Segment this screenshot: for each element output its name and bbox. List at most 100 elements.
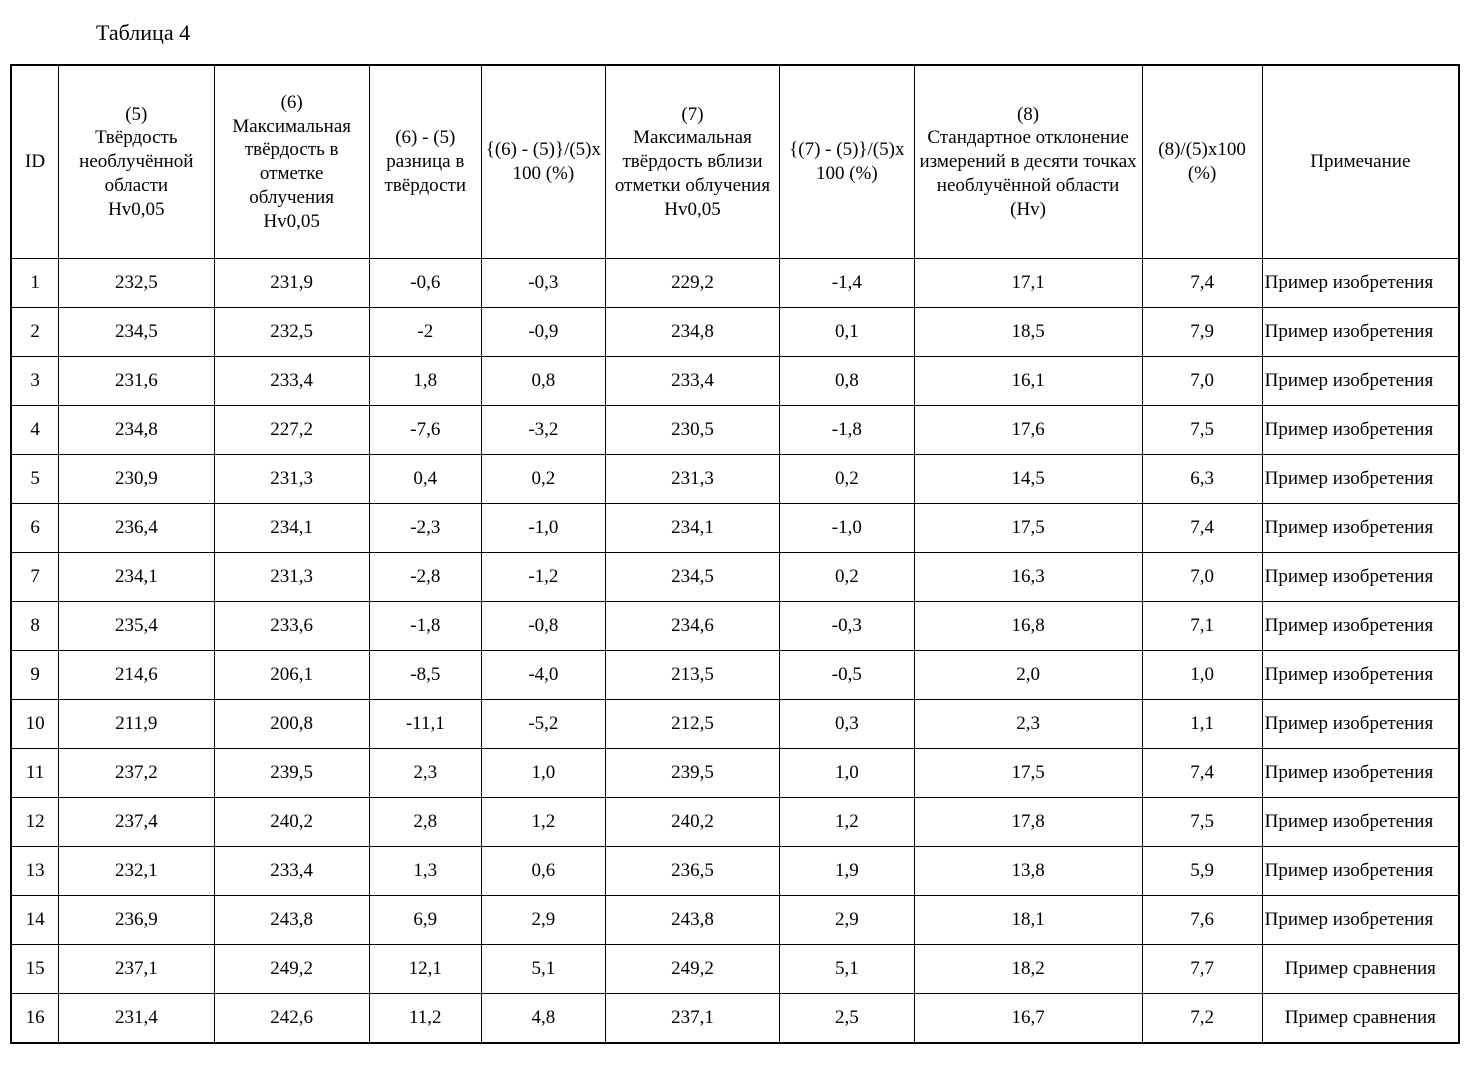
cell-pct3: 7,5 — [1142, 798, 1262, 847]
cell-c5: 231,6 — [59, 357, 214, 406]
cell-id: 1 — [11, 259, 59, 308]
cell-pct2: 0,3 — [780, 700, 915, 749]
cell-pct1: 4,8 — [481, 994, 605, 1044]
cell-c8: 18,5 — [914, 308, 1142, 357]
cell-c6: 231,9 — [214, 259, 369, 308]
cell-note: Пример изобретения — [1262, 553, 1459, 602]
cell-diff: -8,5 — [369, 651, 481, 700]
cell-diff: 6,9 — [369, 896, 481, 945]
cell-pct3: 7,1 — [1142, 602, 1262, 651]
cell-c7: 249,2 — [606, 945, 780, 994]
cell-pct3: 7,4 — [1142, 504, 1262, 553]
cell-id: 9 — [11, 651, 59, 700]
cell-pct1: -3,2 — [481, 406, 605, 455]
table-row: 16231,4242,611,24,8237,12,516,77,2Пример… — [11, 994, 1459, 1044]
cell-c5: 234,5 — [59, 308, 214, 357]
table-row: 9214,6206,1-8,5-4,0213,5-0,52,01,0Пример… — [11, 651, 1459, 700]
cell-c6: 233,4 — [214, 847, 369, 896]
cell-c8: 2,3 — [914, 700, 1142, 749]
cell-id: 13 — [11, 847, 59, 896]
cell-pct1: 0,8 — [481, 357, 605, 406]
cell-c6: 239,5 — [214, 749, 369, 798]
table-row: 13232,1233,41,30,6236,51,913,85,9Пример … — [11, 847, 1459, 896]
cell-id: 3 — [11, 357, 59, 406]
cell-note: Пример изобретения — [1262, 455, 1459, 504]
cell-diff: 0,4 — [369, 455, 481, 504]
cell-pct2: 2,9 — [780, 896, 915, 945]
cell-c7: 213,5 — [606, 651, 780, 700]
cell-c7: 234,1 — [606, 504, 780, 553]
cell-c7: 231,3 — [606, 455, 780, 504]
cell-c7: 212,5 — [606, 700, 780, 749]
column-header-c6: (6)Максимальная твёрдость в отметке облу… — [214, 65, 369, 259]
cell-c5: 231,4 — [59, 994, 214, 1044]
cell-c6: 242,6 — [214, 994, 369, 1044]
cell-id: 10 — [11, 700, 59, 749]
cell-diff: -2,8 — [369, 553, 481, 602]
cell-c6: 231,3 — [214, 553, 369, 602]
cell-c8: 17,6 — [914, 406, 1142, 455]
table-header-row: ID(5)Твёрдость необлучённой областиHv0,0… — [11, 65, 1459, 259]
column-header-pct1: {(6) - (5)}/(5)x 100 (%) — [481, 65, 605, 259]
cell-pct3: 7,0 — [1142, 357, 1262, 406]
cell-c8: 18,2 — [914, 945, 1142, 994]
column-header-c7: (7)Максимальная твёрдость вблизи отметки… — [606, 65, 780, 259]
cell-note: Пример сравнения — [1262, 945, 1459, 994]
cell-c5: 234,1 — [59, 553, 214, 602]
cell-c7: 240,2 — [606, 798, 780, 847]
cell-id: 4 — [11, 406, 59, 455]
cell-note: Пример изобретения — [1262, 602, 1459, 651]
cell-c7: 239,5 — [606, 749, 780, 798]
cell-pct1: 2,9 — [481, 896, 605, 945]
cell-note: Пример изобретения — [1262, 406, 1459, 455]
cell-pct3: 1,0 — [1142, 651, 1262, 700]
cell-note: Пример изобретения — [1262, 504, 1459, 553]
cell-pct2: -1,4 — [780, 259, 915, 308]
cell-c5: 232,1 — [59, 847, 214, 896]
column-header-c8: (8)Стандартное отклонение измерений в де… — [914, 65, 1142, 259]
cell-pct1: -1,2 — [481, 553, 605, 602]
cell-c8: 13,8 — [914, 847, 1142, 896]
cell-c7: 233,4 — [606, 357, 780, 406]
cell-c7: 229,2 — [606, 259, 780, 308]
table-row: 5230,9231,30,40,2231,30,214,56,3Пример и… — [11, 455, 1459, 504]
cell-pct2: 1,2 — [780, 798, 915, 847]
cell-pct1: -0,8 — [481, 602, 605, 651]
cell-pct2: -0,5 — [780, 651, 915, 700]
cell-c6: 243,8 — [214, 896, 369, 945]
cell-pct3: 7,4 — [1142, 259, 1262, 308]
column-header-pct2: {(7) - (5)}/(5)x 100 (%) — [780, 65, 915, 259]
cell-note: Пример сравнения — [1262, 994, 1459, 1044]
cell-pct1: -4,0 — [481, 651, 605, 700]
cell-pct2: 1,0 — [780, 749, 915, 798]
column-header-note: Примечание — [1262, 65, 1459, 259]
cell-c6: 234,1 — [214, 504, 369, 553]
cell-c5: 214,6 — [59, 651, 214, 700]
cell-id: 16 — [11, 994, 59, 1044]
cell-c8: 2,0 — [914, 651, 1142, 700]
cell-c6: 231,3 — [214, 455, 369, 504]
cell-c8: 16,1 — [914, 357, 1142, 406]
cell-diff: -2 — [369, 308, 481, 357]
cell-pct1: -5,2 — [481, 700, 605, 749]
cell-pct1: -1,0 — [481, 504, 605, 553]
cell-note: Пример изобретения — [1262, 259, 1459, 308]
cell-id: 8 — [11, 602, 59, 651]
cell-c8: 17,8 — [914, 798, 1142, 847]
column-header-pct3: (8)/(5)x100 (%) — [1142, 65, 1262, 259]
cell-c5: 237,4 — [59, 798, 214, 847]
cell-diff: -2,3 — [369, 504, 481, 553]
cell-pct3: 7,6 — [1142, 896, 1262, 945]
cell-pct2: -0,3 — [780, 602, 915, 651]
table-caption: Таблица 4 — [96, 20, 1464, 46]
table-row: 3231,6233,41,80,8233,40,816,17,0Пример и… — [11, 357, 1459, 406]
column-header-id: ID — [11, 65, 59, 259]
cell-pct3: 5,9 — [1142, 847, 1262, 896]
cell-pct2: -1,0 — [780, 504, 915, 553]
cell-diff: -7,6 — [369, 406, 481, 455]
cell-note: Пример изобретения — [1262, 700, 1459, 749]
cell-diff: 12,1 — [369, 945, 481, 994]
cell-c6: 232,5 — [214, 308, 369, 357]
cell-pct3: 7,0 — [1142, 553, 1262, 602]
table-body: 1232,5231,9-0,6-0,3229,2-1,417,17,4Приме… — [11, 259, 1459, 1044]
